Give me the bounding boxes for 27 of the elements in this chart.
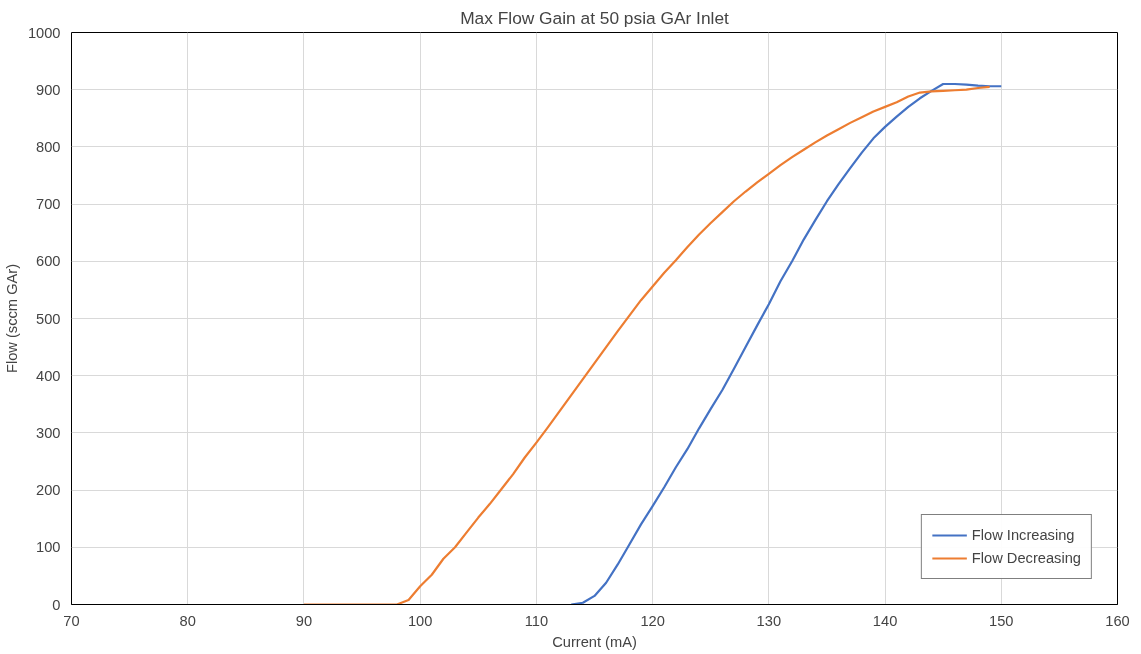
x-tick-label: 160 [1105,612,1130,629]
y-tick-label: 0 [52,596,61,613]
legend-label: Flow Increasing [971,527,1075,543]
chart-title: Max Flow Gain at 50 psia GAr Inlet [460,7,730,28]
y-tick-label: 700 [36,196,61,213]
legend-label: Flow Decreasing [971,550,1081,566]
y-tick-label: 800 [36,138,61,155]
x-tick-label: 100 [407,612,433,629]
y-tick-label: 1000 [27,24,61,41]
y-tick-label: 200 [36,482,61,499]
line-series [570,82,1003,605]
x-tick-label: 70 [63,612,80,629]
x-axis-title: Current (mA) [552,633,637,650]
y-tick-label: 900 [36,81,61,98]
y-tick-label: 500 [36,310,61,327]
y-tick-label: 600 [36,253,61,270]
y-axis-title: Flow (sccm GAr) [3,263,20,374]
x-tick-label: 110 [524,612,549,629]
x-tick-label: 140 [872,612,898,629]
y-tick-label: 100 [36,539,61,556]
x-tick-label: 120 [640,612,665,629]
x-tick-label: 90 [295,612,313,629]
x-tick-label: 80 [179,612,196,629]
x-tick-label: 150 [989,612,1014,629]
y-tick-label: 400 [36,367,61,384]
y-tick-label: 300 [36,424,61,441]
x-tick-label: 130 [756,612,782,629]
